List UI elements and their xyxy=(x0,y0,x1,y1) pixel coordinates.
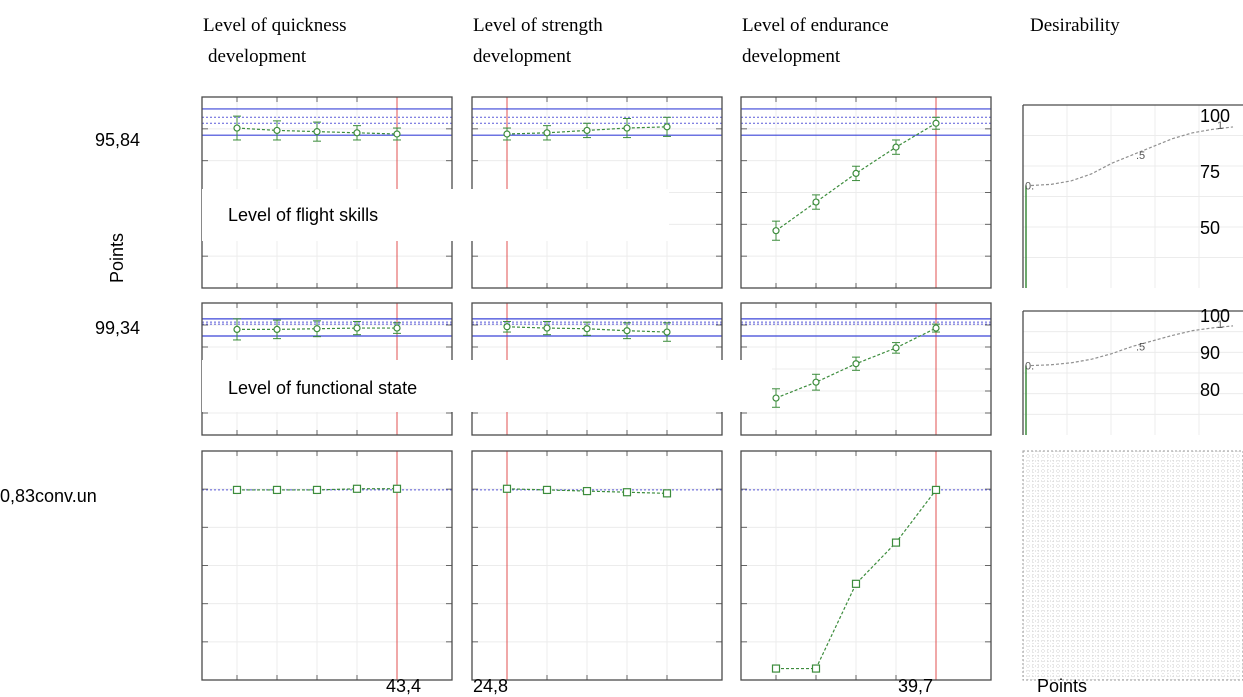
data-point xyxy=(503,323,511,331)
data-point xyxy=(393,324,401,332)
data-point xyxy=(931,485,941,495)
data-point xyxy=(233,124,241,132)
series-line xyxy=(775,122,937,232)
desirability-mark-zero: 0. xyxy=(1025,181,1034,193)
column-title-endurance-line1: Level of endurance xyxy=(742,15,889,36)
data-point xyxy=(812,198,820,206)
desirability-curve xyxy=(1030,325,1234,367)
data-point xyxy=(623,124,631,132)
data-point xyxy=(851,579,861,588)
annotation-flight-skills: Level of flight skills xyxy=(228,205,378,225)
data-point xyxy=(313,128,321,136)
empty-panel-frame xyxy=(1022,450,1243,681)
desirability-axis-mid-100: 100 xyxy=(1200,306,1230,326)
panel-frame xyxy=(201,450,453,681)
data-point xyxy=(811,664,821,673)
panel-frame xyxy=(740,96,992,289)
data-point xyxy=(313,325,321,333)
row-label-flight-skills: 95,84 xyxy=(95,130,140,150)
data-point xyxy=(543,324,551,332)
annotation-box-flight-skills xyxy=(202,189,669,241)
desirability-mark-half: .5 xyxy=(1136,150,1145,162)
data-point xyxy=(273,126,281,135)
data-point xyxy=(583,325,591,333)
data-point xyxy=(852,360,860,368)
data-point xyxy=(352,484,362,493)
data-point xyxy=(312,485,322,495)
data-point xyxy=(273,325,281,333)
data-point xyxy=(583,126,591,135)
desirability-mark-zero: 0. xyxy=(1025,361,1034,373)
data-point xyxy=(772,394,780,402)
data-point xyxy=(353,324,361,332)
desirability-axis-top-75: 75 xyxy=(1200,162,1220,182)
series-line xyxy=(776,489,937,670)
data-point xyxy=(891,538,901,547)
column-title-desirability: Desirability xyxy=(1030,15,1120,36)
x-current-strength: 24,8 xyxy=(473,676,508,696)
data-point xyxy=(582,486,592,496)
desirability-curve xyxy=(1030,126,1234,187)
desirability-axis-top-100: 100 xyxy=(1200,106,1230,126)
data-point xyxy=(622,488,632,497)
desirability-mark-one: 1 xyxy=(1217,120,1223,132)
desirability-mark-half: .5 xyxy=(1136,342,1145,354)
data-point xyxy=(543,129,551,137)
data-point xyxy=(542,485,552,495)
x-axis-label-points: Points xyxy=(1037,676,1087,696)
annotation-functional-state: Level of functional state xyxy=(228,378,417,398)
data-point xyxy=(772,227,780,235)
data-point xyxy=(932,324,940,332)
data-point xyxy=(233,325,241,333)
desirability-axis-top-50: 50 xyxy=(1200,218,1220,238)
data-point xyxy=(503,130,511,138)
data-point xyxy=(272,485,282,495)
column-title-strength-line1: Level of strength xyxy=(473,15,603,36)
data-point xyxy=(812,378,820,386)
y-axis-label: Points xyxy=(107,233,127,283)
annotation-box-functional-state xyxy=(202,360,772,412)
data-point xyxy=(392,484,402,493)
data-point xyxy=(623,327,631,335)
data-point xyxy=(892,344,900,352)
data-point xyxy=(393,130,401,138)
data-point xyxy=(932,119,940,127)
data-point xyxy=(353,129,361,137)
desirability-mark-one: 1 xyxy=(1217,319,1223,331)
desirability-axis-mid-80: 80 xyxy=(1200,380,1220,400)
row-label-desirability: 0,83conv.un xyxy=(0,486,97,506)
data-point xyxy=(892,143,900,151)
data-point xyxy=(662,489,672,498)
data-point xyxy=(771,664,781,673)
data-point xyxy=(502,484,512,493)
data-point xyxy=(852,169,860,177)
data-point xyxy=(663,123,671,131)
column-title-strength-line2: development xyxy=(473,46,572,67)
x-current-endurance: 39,7 xyxy=(898,676,933,696)
column-title-endurance-line2: development xyxy=(742,46,841,67)
data-point xyxy=(232,485,242,495)
data-point xyxy=(663,328,671,336)
desirability-axis-mid-90: 90 xyxy=(1200,343,1220,363)
panel-frame xyxy=(471,450,723,681)
column-title-quickness-line1: Level of quickness xyxy=(203,15,347,36)
panel-frame xyxy=(740,450,992,681)
x-current-quickness: 43,4 xyxy=(386,676,421,696)
column-title-quickness-line2: development xyxy=(208,46,307,67)
row-label-functional-state: 99,34 xyxy=(95,318,140,338)
